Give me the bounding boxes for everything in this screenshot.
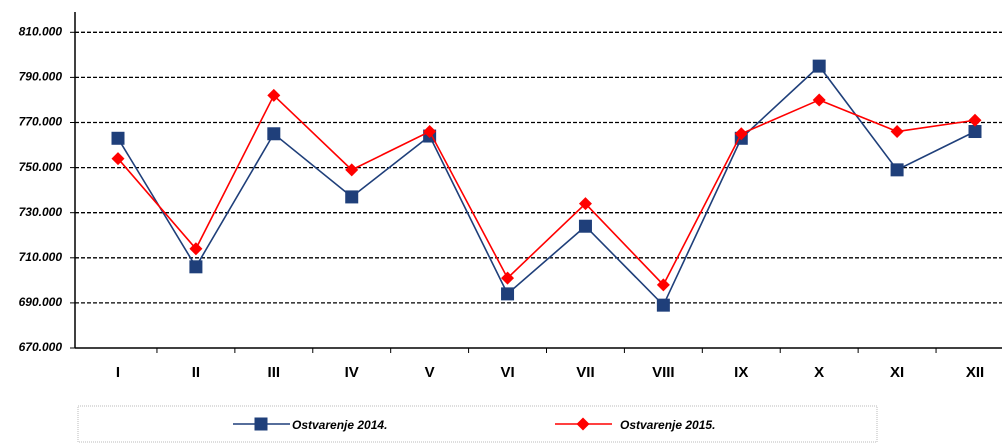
data-point [812,93,826,107]
data-point [345,190,359,204]
x-tick-label: XII [966,364,984,381]
data-point [968,125,982,139]
x-tick-label: II [192,364,200,381]
x-tick-label: III [268,364,281,381]
data-point [189,242,203,256]
x-tick-label: VI [500,364,514,381]
data-point [578,219,592,233]
data-point [656,298,670,312]
data-point [890,163,904,177]
x-tick-label: V [425,364,435,381]
y-tick-label: 730.000 [19,205,63,219]
data-point [734,127,748,141]
data-point [189,260,203,274]
y-tick-label: 790.000 [19,70,63,84]
x-tick-label: XI [890,364,904,381]
data-point [267,88,281,102]
legend-box [77,405,878,443]
x-tick-label: VIII [652,364,675,381]
x-tick-label: X [814,364,824,381]
y-tick-label: 710.000 [19,250,63,264]
y-tick-label: 770.000 [19,115,63,129]
x-tick-label: IV [345,364,359,381]
data-point [111,152,125,166]
data-point [501,271,515,285]
x-tick-label: IX [734,364,748,381]
data-point [890,125,904,139]
data-point [501,287,515,301]
y-tick-label: 810.000 [19,24,63,38]
legend-marker [576,417,590,431]
data-point [345,163,359,177]
data-point [968,113,982,127]
series-line [117,64,976,307]
data-point [812,59,826,73]
series-line [117,94,976,287]
data-point [656,278,670,292]
data-point [578,197,592,211]
y-tick-label: 690.000 [19,295,63,309]
x-tick-label: I [116,364,120,381]
y-tick-label: 750.000 [19,160,63,174]
y-tick-label: 670.000 [19,340,63,354]
x-tick-label: VII [576,364,594,381]
legend-label: Ostvarenje 2015. [620,418,715,432]
data-point [267,127,281,141]
legend-label: Ostvarenje 2014. [292,418,387,432]
data-point [423,125,437,139]
legend-marker [254,417,268,431]
data-point [111,131,125,145]
